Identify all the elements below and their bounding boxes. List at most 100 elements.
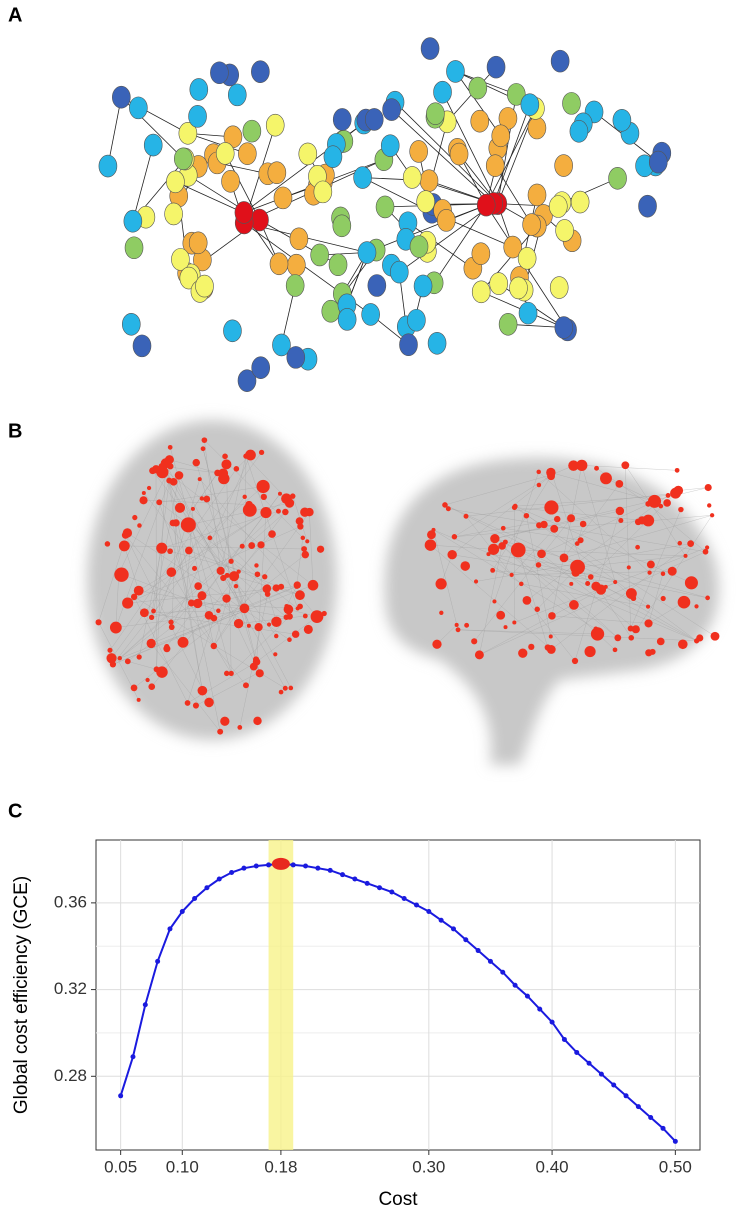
node <box>207 535 213 541</box>
node <box>256 479 270 494</box>
node <box>293 581 301 589</box>
node <box>199 496 205 501</box>
edge <box>526 515 551 637</box>
node <box>245 449 256 461</box>
node <box>519 581 524 587</box>
node <box>648 150 668 174</box>
node <box>667 566 677 576</box>
edge <box>515 506 697 642</box>
edge <box>220 456 247 571</box>
node <box>506 83 526 106</box>
node <box>194 582 203 590</box>
edge <box>492 570 512 576</box>
node <box>436 209 456 232</box>
data-point <box>315 865 321 871</box>
edge <box>238 533 273 572</box>
node <box>471 638 478 645</box>
node <box>544 644 551 651</box>
node <box>555 219 574 242</box>
node <box>590 627 605 641</box>
highlight-band <box>268 840 294 1150</box>
node <box>193 598 203 609</box>
node <box>646 604 651 609</box>
edge <box>526 495 669 601</box>
edge <box>514 586 606 623</box>
data-point <box>623 1093 629 1099</box>
node <box>451 534 458 540</box>
node <box>192 458 200 467</box>
edge <box>503 527 581 541</box>
node <box>310 243 329 267</box>
node <box>189 78 209 101</box>
edge <box>125 535 210 703</box>
node <box>271 616 282 628</box>
edge <box>150 479 200 644</box>
node <box>132 514 138 521</box>
node <box>509 276 528 300</box>
node <box>228 558 234 564</box>
node <box>242 682 249 689</box>
edge <box>309 512 314 586</box>
data-point <box>537 1006 543 1012</box>
node <box>195 274 214 298</box>
node <box>156 542 168 554</box>
node <box>148 614 155 621</box>
optimal-point <box>271 857 290 870</box>
edge <box>155 469 157 670</box>
node <box>256 670 262 675</box>
data-point <box>648 1114 654 1120</box>
node <box>357 241 377 264</box>
node <box>156 666 168 678</box>
network-diagram <box>98 37 672 392</box>
node <box>522 596 532 605</box>
edge <box>204 440 221 571</box>
node <box>455 627 461 633</box>
data-point <box>611 1082 617 1088</box>
node <box>576 459 588 471</box>
node <box>145 677 150 683</box>
edge <box>492 476 552 571</box>
node <box>274 633 279 639</box>
edge <box>166 471 244 609</box>
node <box>490 533 500 544</box>
node <box>112 85 131 109</box>
node <box>237 369 257 392</box>
edge <box>551 543 691 650</box>
node <box>353 166 372 189</box>
node <box>574 541 580 546</box>
edge <box>161 511 279 549</box>
x-tick-label: 0.05 <box>104 1157 137 1176</box>
node <box>151 608 156 614</box>
node <box>548 612 556 620</box>
node <box>106 653 117 664</box>
node <box>705 545 710 550</box>
data-point <box>672 1138 678 1144</box>
node <box>476 193 496 217</box>
node <box>297 603 303 610</box>
node <box>200 446 206 452</box>
data-point <box>130 1054 136 1060</box>
node <box>613 579 618 585</box>
node <box>612 647 618 653</box>
edge <box>112 610 246 665</box>
node <box>216 566 225 575</box>
node <box>709 513 715 518</box>
edge <box>630 509 682 629</box>
node <box>221 459 232 470</box>
node <box>220 716 230 726</box>
data-point <box>253 863 259 869</box>
edge <box>485 108 536 206</box>
node <box>265 113 285 137</box>
node <box>554 154 573 177</box>
node <box>295 590 305 601</box>
node <box>146 638 156 649</box>
node <box>707 503 712 508</box>
edge <box>115 610 246 628</box>
node <box>239 543 245 549</box>
data-point <box>635 1104 641 1110</box>
node <box>471 242 491 265</box>
node <box>137 523 142 528</box>
edge <box>494 165 532 225</box>
edge <box>119 595 203 659</box>
